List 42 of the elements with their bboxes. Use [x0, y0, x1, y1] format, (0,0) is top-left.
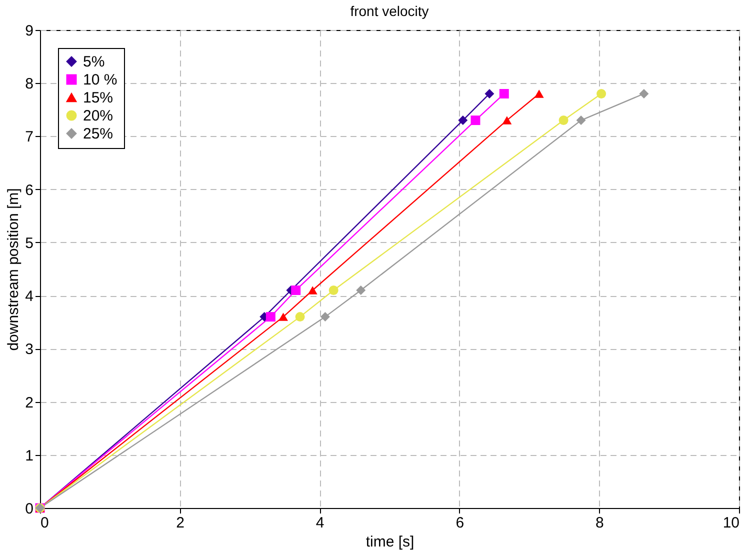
point [484, 88, 494, 98]
point [470, 116, 480, 126]
point [639, 88, 649, 98]
y-tick-label: 6 [25, 182, 34, 199]
y-tick-label: 2 [25, 394, 34, 412]
point [558, 116, 568, 126]
y-tick-label: 0 [25, 500, 34, 518]
legend-label: 25% [83, 126, 114, 142]
x-tick-label: 10 [722, 514, 740, 532]
legend-label: 5% [83, 54, 105, 70]
point [328, 286, 338, 295]
y-tick-label: 3 [25, 341, 34, 358]
chart-title: front velocity [350, 3, 429, 19]
y-tick-label: 5 [25, 234, 34, 252]
point [502, 116, 512, 124]
x-tick-label: 2 [176, 514, 184, 532]
point [278, 312, 288, 321]
legend-label: 20% [83, 108, 114, 124]
point [458, 116, 468, 126]
y-tick-label: 4 [25, 288, 34, 306]
y-tick-label: 8 [25, 76, 34, 93]
x-tick-label: 6 [456, 514, 464, 532]
point [576, 116, 586, 126]
y-tick-label: 1 [25, 447, 34, 464]
legend-label: 15% [83, 90, 114, 106]
point [266, 312, 276, 322]
point [308, 286, 318, 294]
point [320, 312, 330, 322]
point [596, 89, 606, 98]
x-tick-label: 8 [596, 514, 604, 532]
y-tick-label: 9 [25, 22, 34, 40]
x-tick-label: 0 [40, 514, 49, 532]
point [291, 286, 301, 295]
point [295, 312, 305, 322]
point [499, 88, 509, 98]
point [356, 286, 366, 295]
y-tick-label: 7 [25, 128, 34, 146]
x-axis-title: time [s] [366, 534, 414, 550]
y-axis-title: downstream position [m] [5, 188, 22, 351]
point [534, 90, 544, 98]
x-tick-label: 4 [316, 514, 324, 532]
legend-label: 10 % [83, 72, 118, 88]
